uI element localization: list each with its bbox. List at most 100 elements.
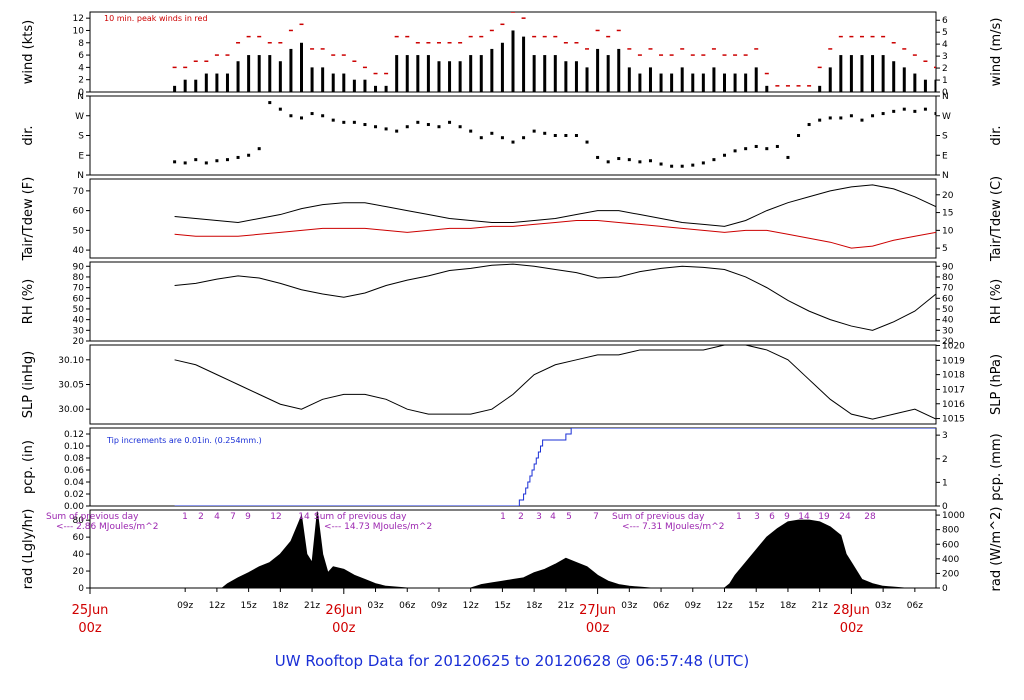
dir-point [849, 114, 853, 118]
rad-left-tick-label: 0 [78, 584, 84, 594]
slp-right-tick-label: 1018 [942, 371, 965, 381]
dir-point [416, 120, 420, 124]
x-hour-label: 09z [685, 601, 701, 611]
pcp-left-tick-label: 0.10 [64, 442, 84, 452]
wind-left-tick-label: 0 [78, 88, 84, 98]
x-hour-label: 18z [272, 601, 288, 611]
rh-frame [89, 261, 937, 342]
pcp-line-pcp [174, 428, 936, 506]
dir-point [278, 107, 282, 111]
x-hour-label: 15z [241, 601, 257, 611]
x-hour-label: 09z [177, 601, 193, 611]
rh-left-tick-label: 70 [73, 284, 85, 294]
slp-right-tick-label: 1019 [942, 356, 965, 366]
dir-point [617, 157, 621, 161]
rad-hour-marker: 6 [769, 512, 775, 522]
dir-point [797, 134, 801, 137]
rh-right-tick-label: 70 [942, 284, 954, 294]
dir-ylabel-right: dir. [989, 125, 1004, 145]
dir-left-tick-label: E [78, 151, 84, 161]
dir-point [648, 159, 652, 163]
dir-point [786, 155, 790, 159]
rh-left-tick-label: 80 [73, 273, 85, 283]
wind-ylabel-left: wind (kts) [21, 20, 36, 84]
footer-title: UW Rooftop Data for 20120625 to 20120628… [275, 652, 749, 670]
dir-point [437, 125, 441, 129]
wind-left-tick-label: 12 [73, 14, 84, 24]
dir-point [532, 129, 536, 133]
wind-right-tick-label: 3 [942, 52, 948, 62]
dir-left-tick-label: N [77, 92, 84, 102]
x-hour-label: 21z [812, 601, 828, 611]
pcp-left-tick-label: 0.08 [64, 454, 84, 464]
dir-point [522, 136, 526, 140]
slp-data [174, 345, 936, 420]
wind-right-tick-label: 0 [942, 88, 948, 98]
dir-point [807, 123, 811, 127]
rh-ylabel-right: RH (%) [989, 279, 1004, 324]
dir-point [701, 161, 705, 165]
rad-hour-marker: 2 [198, 512, 204, 522]
x-hour-label: 12z [716, 601, 732, 611]
dir-point [300, 116, 303, 120]
slp-right-tick-label: 1016 [942, 400, 965, 410]
dir-point [638, 160, 642, 164]
temp-right-tick-label: 15 [942, 209, 953, 219]
wind-data [172, 12, 936, 92]
pcp-left-tick-label: 0.06 [64, 466, 84, 476]
rad-area [174, 511, 936, 588]
rh-left-tick-label: 90 [73, 262, 85, 272]
rad-hour-marker: 5 [566, 512, 572, 522]
rad-hour-marker: 7 [230, 512, 236, 522]
rad-hour-marker: 19 [818, 512, 830, 522]
slp-left-tick-label: 30.00 [58, 405, 84, 415]
temp-line-tdew [174, 219, 936, 249]
rad-sum-value: <--- 14.73 MJoules/m^2 [324, 522, 432, 532]
dir-left-tick-label: N [77, 171, 84, 181]
dir-point [236, 155, 240, 159]
x-hour-label: 12z [463, 601, 479, 611]
pcp-left-tick-label: 0.02 [64, 490, 84, 500]
x-hour-label: 06z [907, 601, 923, 611]
dir-point [934, 112, 936, 116]
rh-right-tick-label: 80 [942, 273, 954, 283]
temp-left-tick-label: 50 [73, 226, 85, 236]
dir-point [257, 147, 261, 151]
dir-right-tick-label: N [942, 171, 949, 181]
rh-ylabel-left: RH (%) [21, 279, 36, 324]
dir-point [500, 136, 504, 140]
dir-point [744, 147, 748, 151]
pcp-left-tick-label: 0.12 [64, 430, 84, 440]
rad-data [174, 511, 936, 588]
rad-hour-marker: 28 [864, 512, 876, 522]
temp-right-tick-label: 20 [942, 191, 954, 201]
x-day-time: 00z [840, 621, 864, 636]
dir-point [691, 163, 695, 167]
temp-left-tick-label: 70 [73, 187, 85, 197]
dir-point [543, 131, 547, 135]
dir-point [860, 118, 864, 122]
pcp-panel: 0.00 0.02 0.04 0.06 0.08 0.10 0.12 0 1 2 3 pcp. (in… [21, 427, 1004, 512]
pcp-right-tick-label: 0 [942, 502, 948, 512]
x-hour-label: 03z [367, 601, 383, 611]
rad-hour-marker: 7 [593, 512, 599, 522]
rh-left-tick-label: 20 [73, 337, 85, 347]
x-hour-label: 15z [748, 601, 764, 611]
dir-point [448, 120, 452, 124]
rad-sum-value: <--- 2.86 MJoules/m^2 [56, 522, 158, 532]
dir-point [426, 123, 430, 127]
dir-point [363, 123, 367, 127]
wind-right-tick-label: 2 [942, 64, 948, 74]
rad-right-tick-label: 800 [942, 526, 959, 536]
slp-panel: 30.00 30.05 30.10 1015 1016 1017 1018 1019 1020 S… [21, 341, 1004, 424]
dir-point [564, 134, 568, 137]
dir-point [913, 109, 917, 113]
rad-hour-marker: 4 [550, 512, 556, 522]
x-hour-label: 03z [875, 601, 891, 611]
rad-sum-label: Sum of previous day [612, 512, 705, 522]
temp-data [174, 184, 936, 249]
rad-left-tick-label: 40 [73, 550, 85, 560]
x-day-date: 27Jun [579, 603, 616, 618]
